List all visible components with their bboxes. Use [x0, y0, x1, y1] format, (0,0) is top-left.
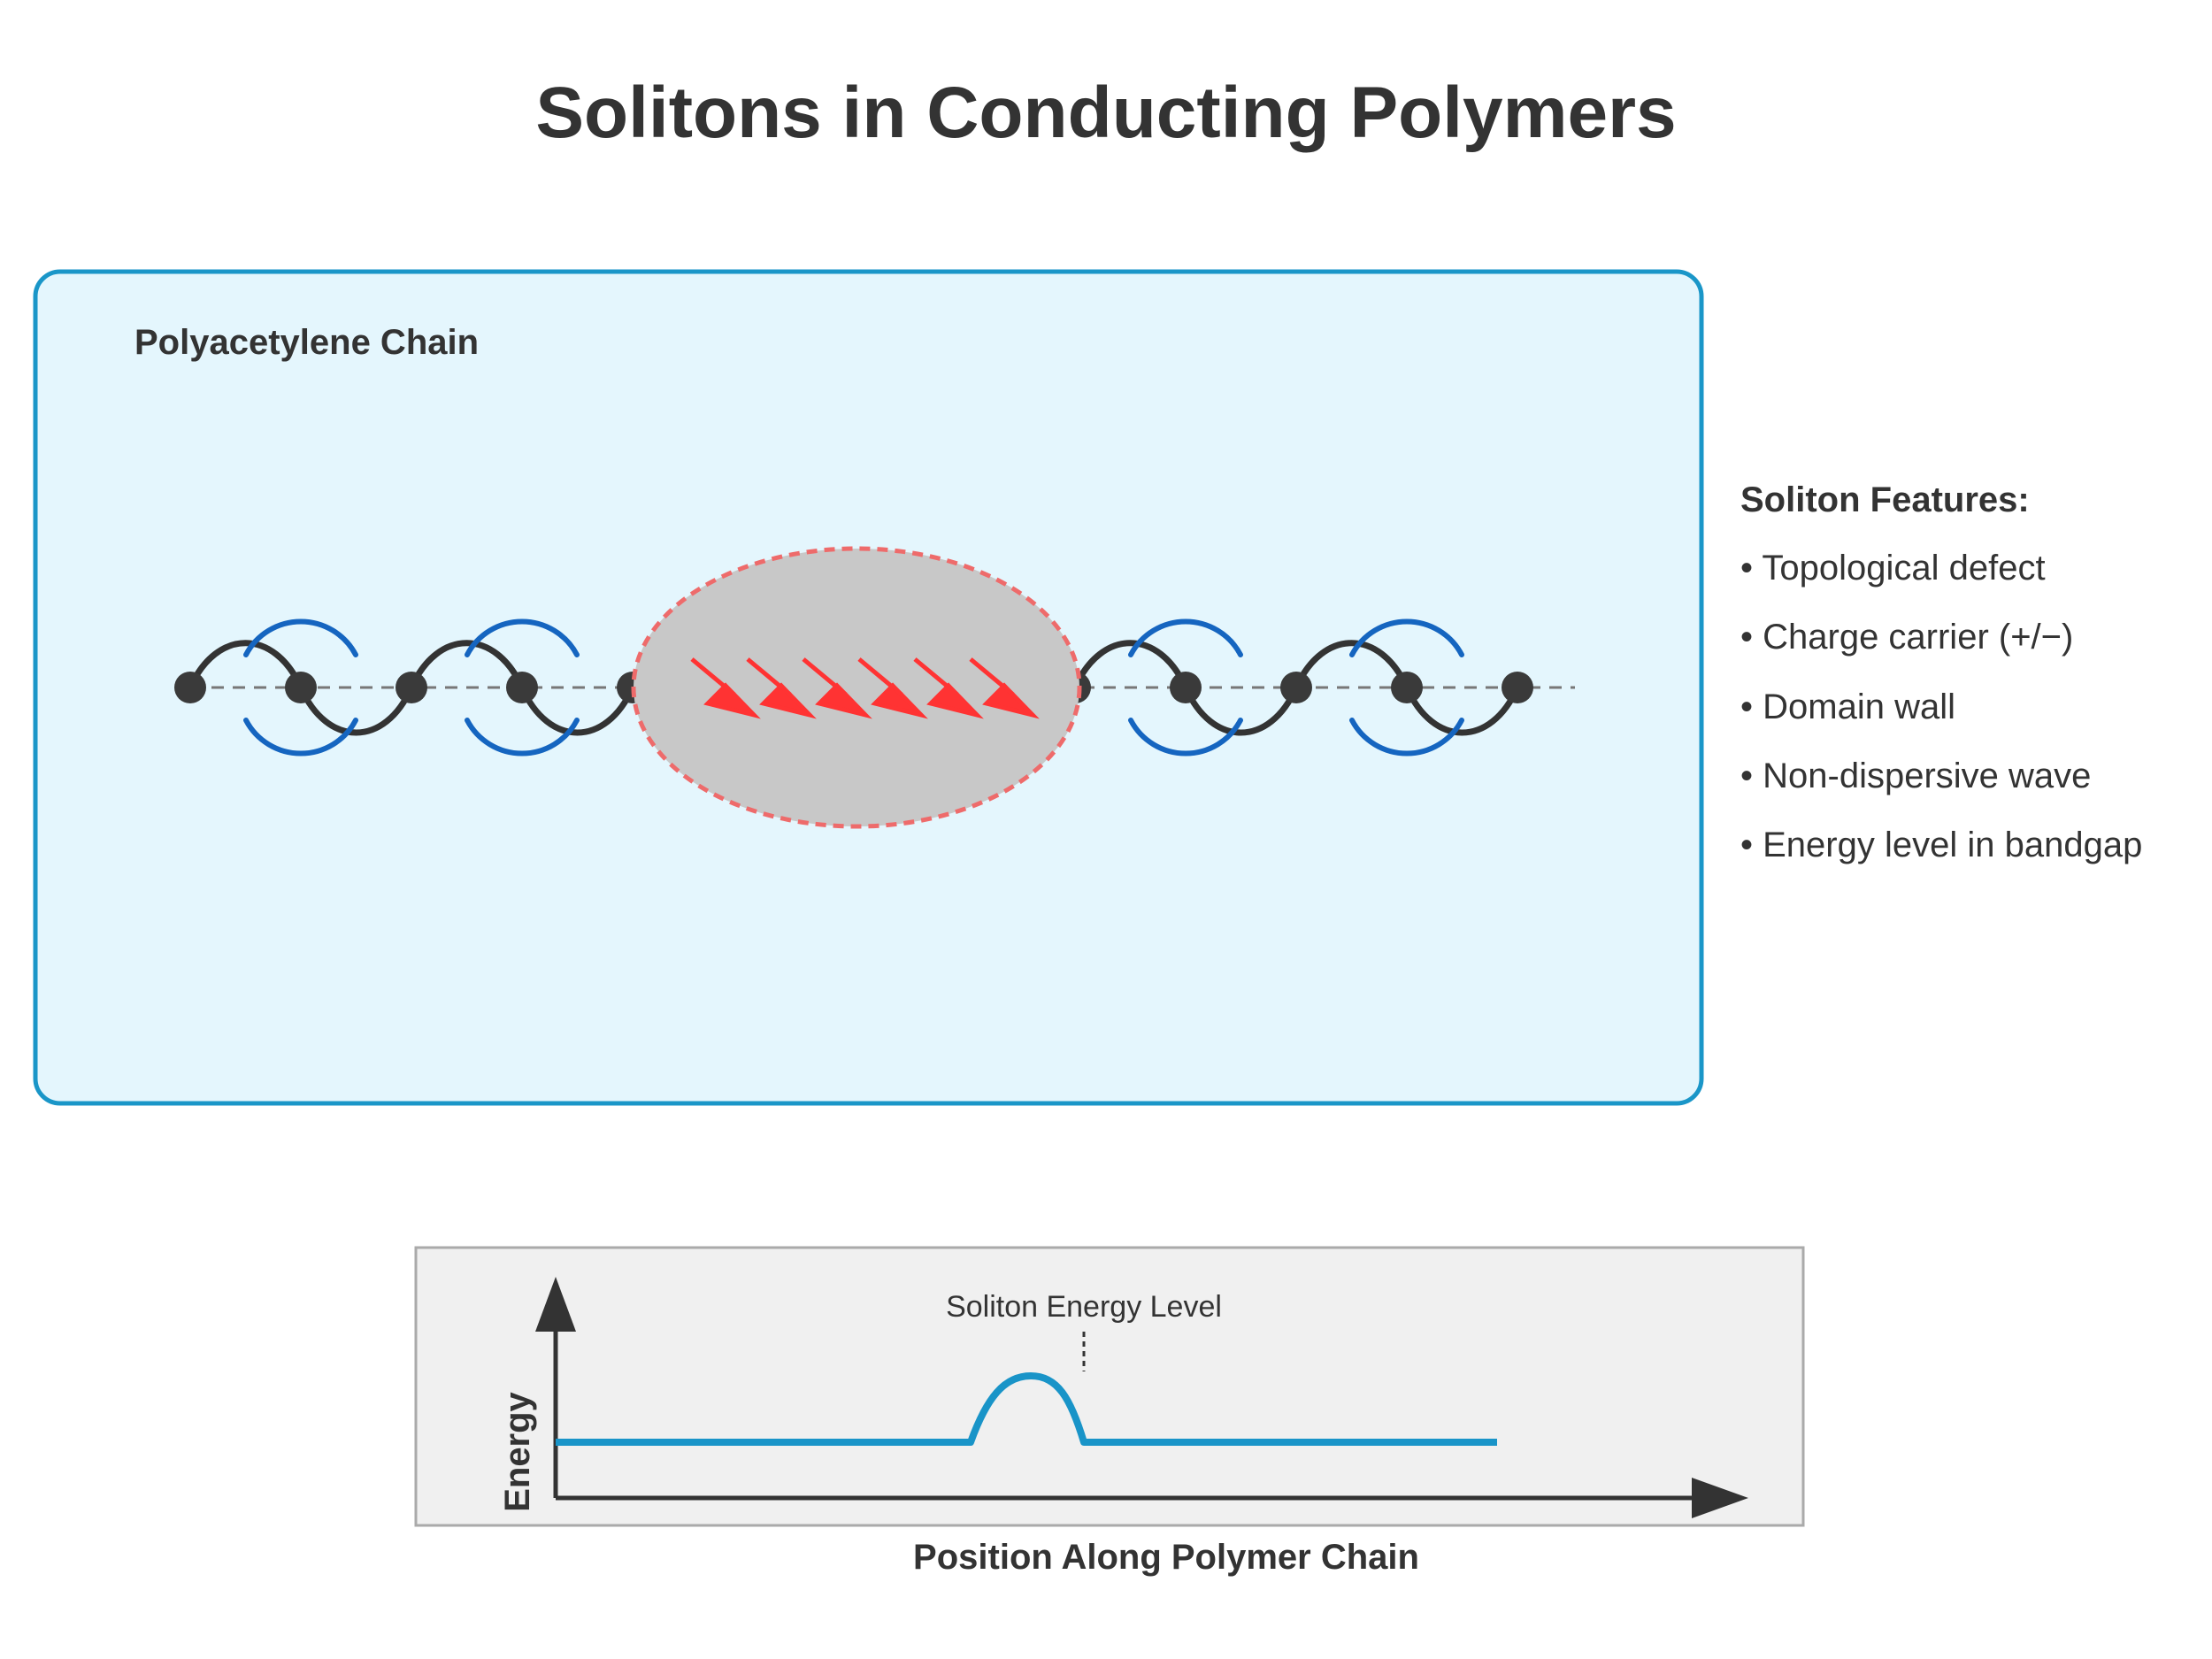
energy-curve — [556, 1372, 1497, 1446]
spin-arrows — [690, 657, 1040, 719]
feature-item: • Topological defect — [1740, 549, 2046, 588]
feature-item: • Energy level in bandgap — [1740, 826, 2142, 864]
chain-panel-label: Polyacetylene Chain — [134, 323, 479, 362]
soliton-region — [631, 546, 1082, 829]
energy-plot-panel — [414, 1246, 1805, 1527]
x-axis-label: Position Along Polymer Chain — [913, 1538, 1419, 1577]
feature-item: • Domain wall — [1740, 687, 1955, 726]
pi-orbital-arcs — [243, 618, 1464, 757]
x-axis-arrow-icon — [1692, 1478, 1748, 1518]
feature-item: • Charge carrier (+/−) — [1740, 618, 2073, 657]
y-axis-arrow-icon — [535, 1277, 576, 1332]
feature-item: • Non-dispersive wave — [1740, 757, 2091, 795]
soliton-energy-annotation: Soliton Energy Level — [946, 1290, 1222, 1324]
features-heading: Soliton Features: — [1740, 480, 2030, 519]
page-title: Solitons in Conducting Polymers — [535, 73, 1676, 153]
soliton-features: Soliton Features: • Topological defect •… — [1740, 480, 2142, 864]
y-axis-label: Energy — [498, 1391, 537, 1511]
